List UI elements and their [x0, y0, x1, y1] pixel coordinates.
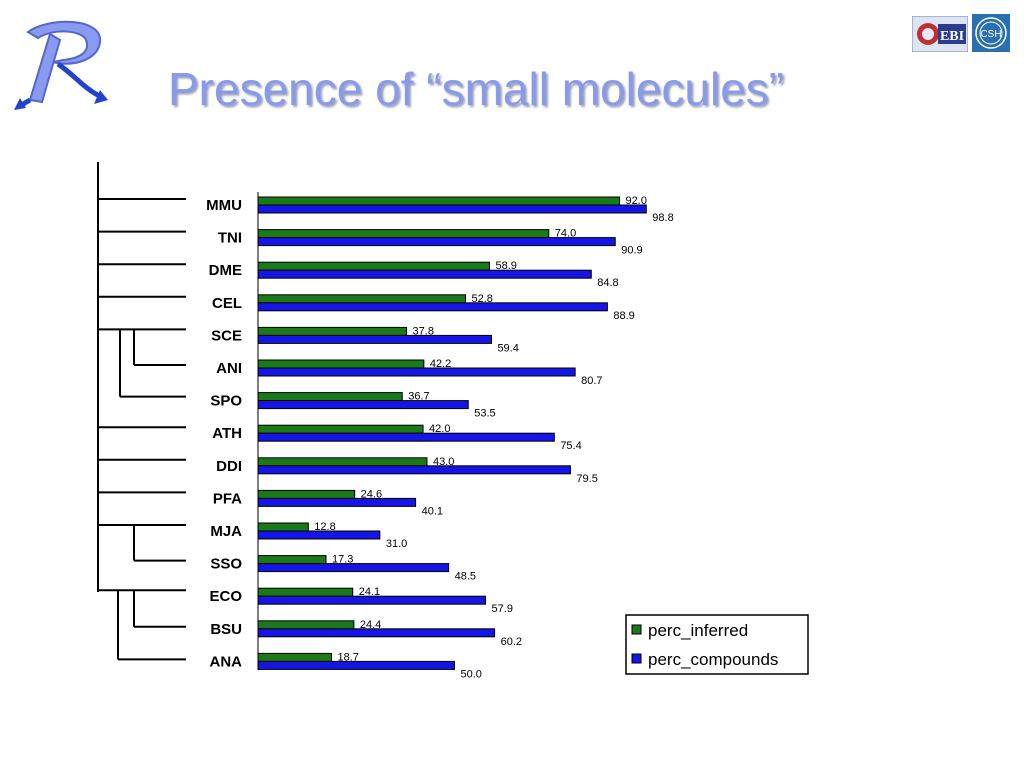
data-label-perc_inferred: 58.9: [495, 260, 516, 272]
data-label-perc_inferred: 12.8: [314, 521, 335, 533]
bar-perc_compounds: [257, 302, 608, 312]
bar-perc_compounds: [257, 660, 455, 670]
data-label-perc_inferred: 74.0: [555, 228, 576, 240]
category-label: ATH: [212, 425, 242, 442]
data-label-perc_compounds: 79.5: [576, 473, 597, 485]
bar-perc_inferred: [257, 587, 354, 597]
data-label-perc_compounds: 84.8: [597, 277, 618, 289]
category-label: ANA: [210, 653, 243, 670]
legend-label-perc_inferred: perc_inferred: [648, 621, 748, 640]
bar-perc_inferred: [257, 229, 550, 239]
bar-perc_compounds: [257, 432, 555, 442]
data-label-perc_inferred: 52.8: [472, 293, 493, 305]
bar-perc_compounds: [257, 237, 616, 247]
legend: perc_inferred perc_compounds: [625, 614, 809, 675]
bar-perc_inferred: [257, 652, 332, 662]
legend-label-perc_compounds: perc_compounds: [648, 650, 778, 669]
legend-swatch-perc_compounds: [631, 653, 642, 664]
slide-title: Presence of “small molecules”: [168, 63, 785, 115]
category-label: BSU: [210, 621, 242, 638]
data-label-perc_inferred: 42.0: [429, 423, 450, 435]
category-label: SSO: [210, 556, 242, 573]
bar-perc_inferred: [257, 424, 424, 434]
data-label-perc_inferred: 24.4: [360, 619, 381, 631]
data-label-perc_inferred: 42.2: [430, 358, 451, 370]
data-label-perc_inferred: 43.0: [433, 456, 454, 468]
bar-perc_compounds: [257, 269, 592, 279]
data-label-perc_compounds: 48.5: [455, 571, 476, 583]
data-label-perc_inferred: 18.7: [337, 651, 358, 663]
bar-perc_compounds: [257, 465, 571, 475]
ebi-logo-icon: EBI: [912, 16, 968, 52]
bar-perc_inferred: [257, 620, 355, 630]
bar-perc_inferred: [257, 457, 428, 467]
csh-logo-icon: CSH: [972, 14, 1010, 52]
legend-swatch-perc_inferred: [631, 624, 642, 635]
data-label-perc_compounds: 60.2: [501, 636, 522, 648]
bar-perc_inferred: [257, 294, 467, 304]
bar-perc_inferred: [257, 522, 309, 532]
bar-perc_inferred: [257, 261, 490, 271]
category-label: MJA: [210, 523, 242, 540]
data-label-perc_compounds: 31.0: [386, 538, 407, 550]
category-label: SPO: [210, 393, 242, 410]
category-label: MMU: [206, 197, 242, 214]
data-label-perc_compounds: 80.7: [581, 375, 602, 387]
bar-perc_inferred: [257, 359, 425, 369]
data-label-perc_inferred: 36.7: [408, 391, 429, 403]
bar-perc_compounds: [257, 334, 492, 344]
category-label: ECO: [209, 588, 242, 605]
bar-perc_inferred: [257, 555, 327, 565]
data-label-perc_compounds: 40.1: [422, 505, 443, 517]
category-label: TNI: [218, 230, 242, 247]
bar-perc_inferred: [257, 392, 403, 402]
category-label: PFA: [213, 490, 242, 507]
data-label-perc_compounds: 57.9: [492, 603, 513, 615]
phylogenetic-tree: [97, 162, 186, 661]
category-label: DME: [209, 262, 242, 279]
category-label: ANI: [216, 360, 242, 377]
category-label: SCE: [211, 327, 242, 344]
data-label-perc_compounds: 98.8: [652, 212, 673, 224]
data-label-perc_compounds: 50.0: [461, 668, 482, 680]
bar-perc_compounds: [257, 400, 469, 410]
bar-perc_compounds: [257, 563, 450, 573]
bar-perc_compounds: [257, 530, 381, 540]
bar-perc_compounds: [257, 367, 576, 377]
bar-perc_inferred: [257, 326, 408, 336]
svg-text:EBI: EBI: [940, 29, 964, 44]
category-label: DDI: [216, 458, 242, 475]
data-label-perc_inferred: 24.1: [359, 586, 380, 598]
bar-perc_inferred: [257, 196, 621, 206]
r-logo-icon: [14, 20, 108, 110]
bar-perc_compounds: [257, 497, 417, 507]
data-label-perc_compounds: 90.9: [621, 245, 642, 257]
bar-group: MMU 92.0 98.8 TNI 74.0 90.9 DME 58.9 84.8 CEL 52.8…: [206, 192, 674, 680]
bar-perc_compounds: [257, 595, 487, 605]
data-label-perc_compounds: 59.4: [497, 342, 518, 354]
bar-perc_compounds: [257, 204, 647, 214]
svg-text:CSH: CSH: [980, 29, 1001, 40]
data-label-perc_compounds: 75.4: [560, 440, 581, 452]
bar-perc_compounds: [257, 628, 496, 638]
data-label-perc_inferred: 24.6: [361, 488, 382, 500]
data-label-perc_inferred: 92.0: [626, 195, 647, 207]
data-label-perc_compounds: 53.5: [474, 408, 495, 420]
legend-box: [625, 614, 809, 675]
bar-perc_inferred: [257, 489, 356, 499]
data-label-perc_compounds: 88.9: [613, 310, 634, 322]
data-label-perc_inferred: 17.3: [332, 554, 353, 566]
data-label-perc_inferred: 37.8: [413, 325, 434, 337]
category-label: CEL: [212, 295, 242, 312]
